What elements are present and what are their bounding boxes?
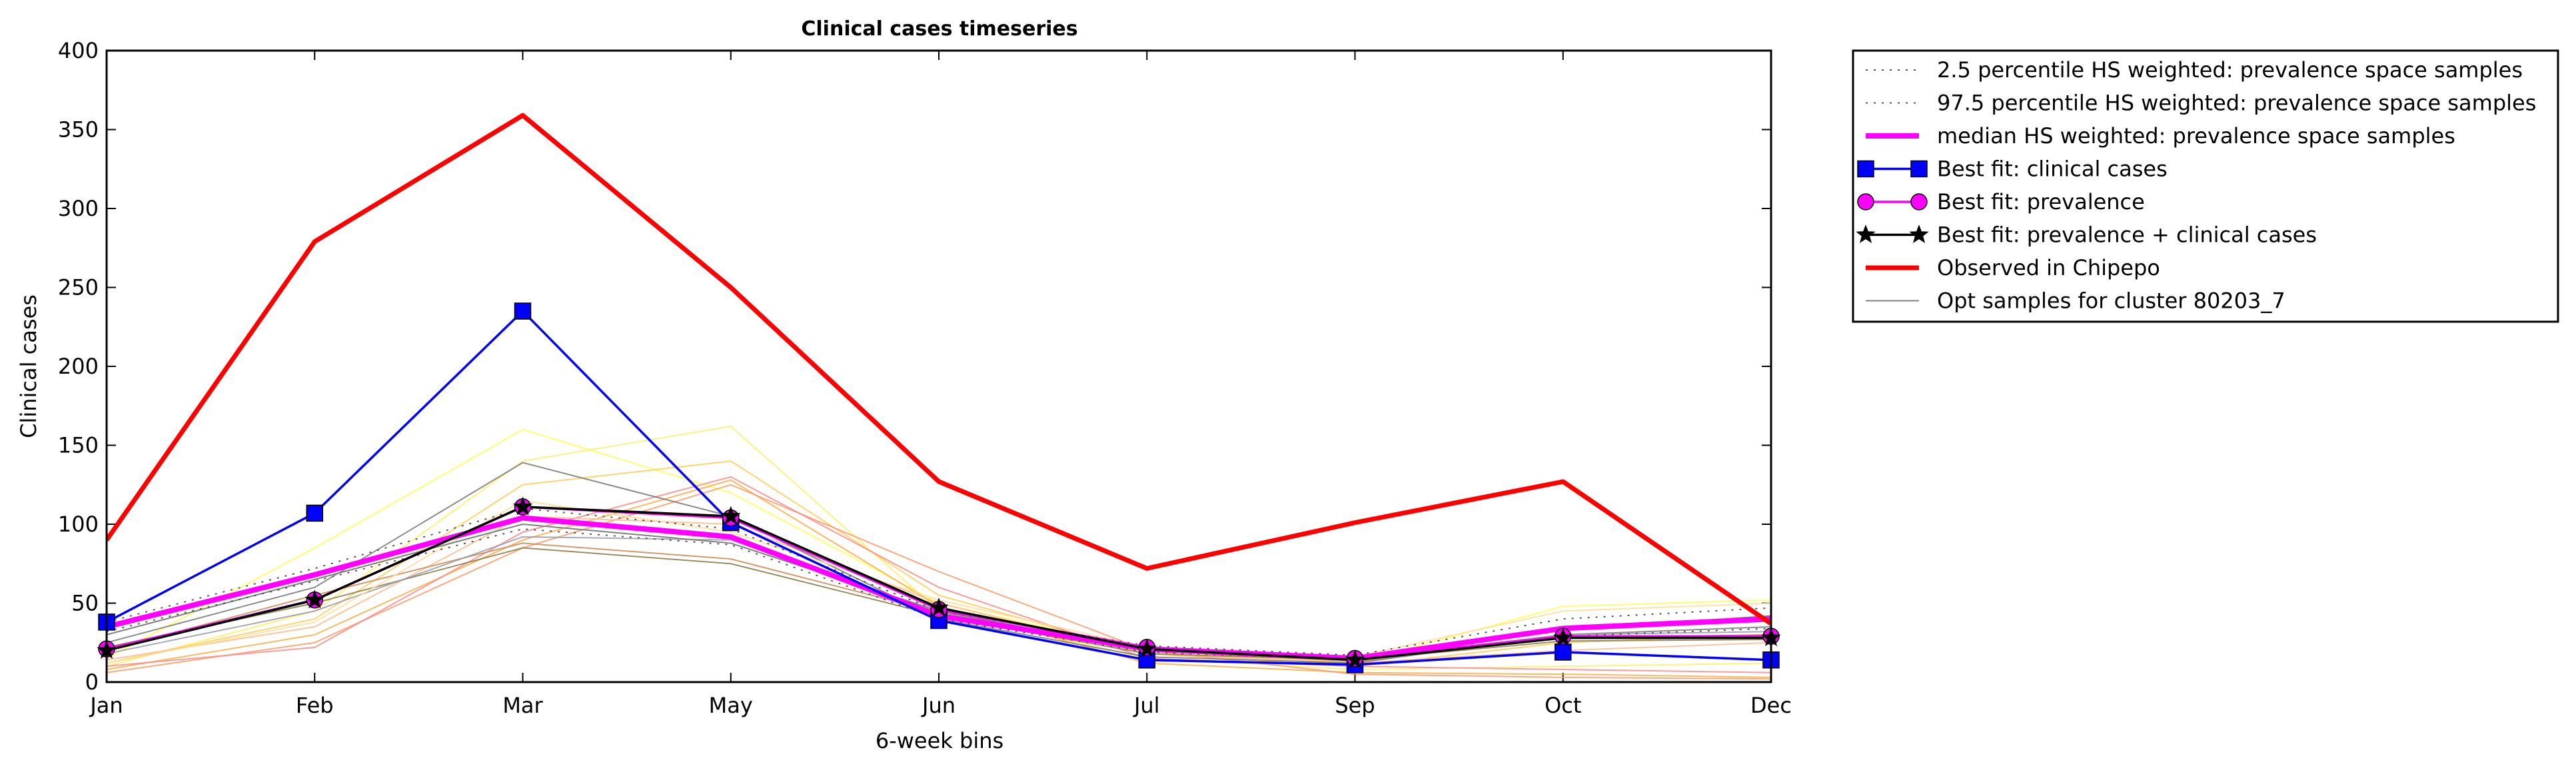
x-tick-label: Mar [502, 693, 543, 718]
legend-star-marker [1856, 224, 1876, 243]
y-tick-label: 0 [85, 669, 99, 695]
y-tick-label: 400 [58, 38, 99, 63]
y-tick-label: 350 [58, 117, 99, 143]
legend-star-marker [1909, 224, 1929, 243]
series-lines [107, 113, 1771, 666]
series-line [107, 113, 1771, 626]
chart-title: Clinical cases timeseries [801, 17, 1077, 41]
legend-frame [1852, 49, 2559, 323]
square-marker [1555, 643, 1572, 661]
square-marker [514, 302, 532, 320]
y-tick-label: 300 [58, 196, 99, 221]
legend: 2.5 percentile HS weighted: prevalence s… [1852, 49, 2559, 323]
star-marker [1137, 638, 1157, 657]
x-axis-label: 6-week bins [876, 728, 1003, 753]
square-marker [306, 504, 323, 522]
legend-label: Best fit: prevalence [1937, 189, 2145, 214]
y-tick-label: 100 [58, 512, 99, 537]
x-tick-label: Oct [1545, 693, 1581, 718]
x-tick-label: Sep [1335, 693, 1375, 718]
y-tick-label: 250 [58, 275, 99, 300]
square-marker [1138, 651, 1155, 669]
star-marker [721, 506, 741, 525]
y-tick-label: 200 [58, 354, 99, 379]
legend-label: Best fit: clinical cases [1937, 157, 2168, 182]
star-marker [305, 589, 324, 609]
legend-label: 97.5 percentile HS weighted: prevalence … [1937, 91, 2536, 116]
y-tick-labels: 0 50 100 150 200 250 300 350 400 [58, 38, 99, 695]
plot-area-frame [105, 49, 1772, 683]
star-marker [929, 597, 949, 617]
star-marker [1345, 649, 1365, 669]
legend-label: median HS weighted: prevalence space sam… [1937, 123, 2455, 149]
y-tick-label: 150 [58, 433, 99, 458]
x-tick-label: Feb [296, 693, 334, 718]
legend-label: Best fit: prevalence + clinical cases [1937, 222, 2317, 248]
legend-circle-marker [1910, 193, 1928, 210]
legend-square-marker [1910, 160, 1928, 178]
x-tick-label: Jul [1133, 693, 1160, 718]
star-marker [512, 496, 533, 516]
x-tick-label: Dec [1750, 693, 1792, 718]
sample-line [107, 460, 1771, 667]
x-tick-label: Jan [89, 693, 123, 718]
series-line [107, 515, 1771, 661]
legend-label: Opt samples for cluster 80203_7 [1937, 288, 2285, 314]
y-axis-label: Clinical cases [16, 294, 41, 438]
x-tick-label: Jun [921, 693, 956, 718]
sample-line [107, 484, 1771, 680]
legend-label: Observed in Chipepo [1937, 255, 2160, 280]
star-marker [1553, 627, 1573, 647]
sample-line [107, 476, 1771, 673]
legend-label: 2.5 percentile HS weighted: prevalence s… [1937, 57, 2523, 83]
x-tick-label: May [709, 693, 753, 718]
x-tick-labels: Jan Feb Mar May Jun Jul Sep Oct Dec [89, 693, 1792, 718]
legend-circle-marker [1857, 193, 1874, 210]
legend-square-marker [1857, 160, 1874, 178]
y-tick-label: 50 [71, 591, 99, 616]
